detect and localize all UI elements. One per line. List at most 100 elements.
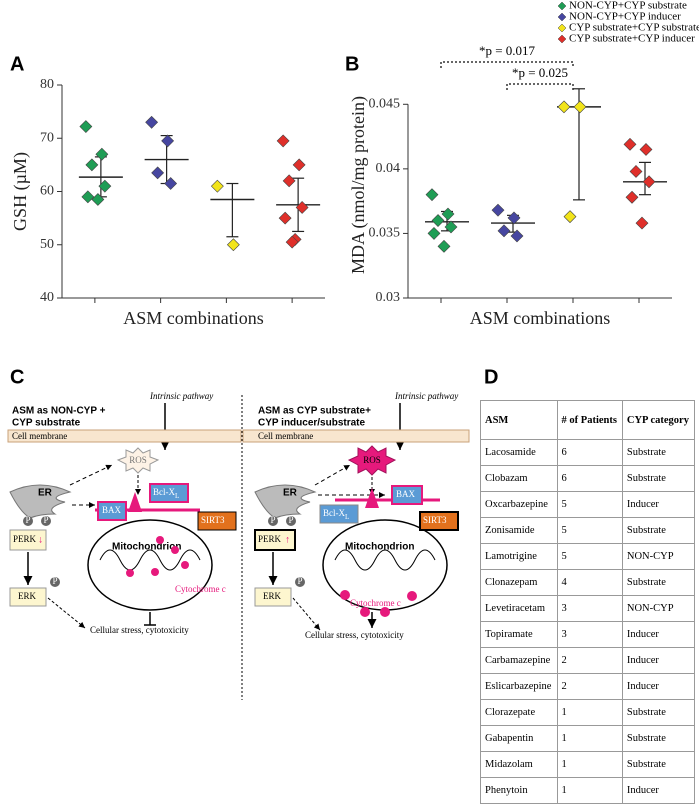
bracket [440, 61, 574, 68]
membrane-label: Cell membrane [12, 431, 67, 441]
arrow [47, 597, 86, 629]
point [285, 235, 299, 249]
cell: Clorazepate [480, 699, 558, 726]
cell: Oxcarbazepine [480, 491, 558, 518]
cell: Gabapentin [480, 725, 558, 752]
phospho-label: P [288, 515, 293, 525]
sirt-box [197, 511, 237, 531]
phospho [50, 577, 60, 587]
perk: PERK [258, 534, 282, 544]
phospho-label: P [270, 515, 275, 525]
y-tick-label: 50 [40, 237, 54, 252]
legend-swatch [557, 23, 567, 33]
row: Lacosamide 6 Substrate [480, 439, 696, 466]
title: ASM as CYP substrate+ [258, 406, 371, 417]
pathway: Intrinsic pathway [394, 391, 458, 401]
point [629, 165, 643, 178]
point [81, 190, 95, 204]
bax: BAX [396, 489, 416, 499]
legend-swatch [557, 12, 567, 22]
cell: 2 [556, 647, 623, 674]
erk: ERK [263, 591, 282, 601]
point [161, 134, 175, 148]
header-cell: CYP category [621, 400, 696, 440]
cell: 1 [556, 725, 623, 752]
erk: ERK [18, 591, 37, 601]
point [295, 201, 309, 214]
cell: Midazolam [480, 751, 558, 778]
arrow [69, 464, 113, 486]
perk-box [254, 529, 296, 551]
point [507, 211, 521, 225]
point [497, 224, 511, 238]
cell: Substrate [621, 439, 696, 466]
bax-box [97, 501, 127, 521]
cell: Substrate [621, 699, 696, 726]
cell: Substrate [621, 465, 696, 492]
ros: ROS [363, 455, 381, 465]
cell: NON-CYP [621, 543, 696, 570]
pore [128, 492, 142, 512]
row: Carbamazepine 2 Inducer [480, 647, 696, 674]
cell: Substrate [621, 569, 696, 596]
cell: Substrate [621, 751, 696, 778]
cell: Substrate [621, 517, 696, 544]
point [145, 115, 159, 129]
bcl: Bcl-XL [323, 508, 349, 521]
point [151, 166, 165, 180]
table: ASM # of Patients CYP category Lacosamide 6 S… [480, 400, 696, 804]
cell: 1 [556, 751, 623, 778]
figure: C ASM as NON-CYP + CYP substrate Intrins… [7, 0, 699, 700]
point [625, 190, 639, 204]
y-tick-label: 40 [40, 290, 54, 305]
bax-box [391, 485, 423, 505]
point [642, 175, 656, 189]
phospho [41, 516, 51, 526]
cell: Inducer [621, 673, 696, 700]
cytochrome: Cytochrome c [350, 598, 401, 608]
row: Topiramate 3 Inducer [480, 621, 696, 648]
point [510, 229, 524, 243]
y-tick-label: 70 [40, 130, 54, 145]
legend-label: NON-CYP+CYP inducer [569, 11, 681, 23]
legend-label: CYP substrate+CYP inducer [569, 33, 695, 45]
legend-label: NON-CYP+CYP substrate [569, 0, 687, 12]
point [623, 137, 637, 151]
row: Zonisamide 5 Substrate [480, 517, 696, 544]
cell: Eslicarbazepine [480, 673, 558, 700]
header-row: ASM # of Patients CYP category [480, 400, 696, 440]
point [226, 238, 240, 252]
point [639, 143, 653, 156]
up-arrow: ↑ [285, 534, 290, 545]
panel-label: D [484, 366, 498, 388]
erk-box [254, 587, 292, 607]
bcl-box [149, 483, 189, 503]
down-arrow: ↓ [38, 534, 43, 545]
cell: Inducer [621, 777, 696, 804]
point [85, 158, 99, 172]
cell: 4 [556, 569, 623, 596]
row: Clonazepam 4 Substrate [480, 569, 696, 596]
title: CYP substrate [12, 418, 81, 429]
legend-label: CYP substrate+CYP substrate [569, 22, 699, 34]
cell: Inducer [621, 647, 696, 674]
point [164, 177, 178, 190]
header-cell: ASM [480, 400, 558, 440]
header-cell: # of Patients [556, 400, 623, 440]
sirt: SIRT3 [423, 515, 447, 525]
ros-burst [347, 445, 397, 476]
point [573, 100, 587, 114]
membrane-label: Cell membrane [258, 431, 313, 441]
phospho-label: P [297, 576, 302, 586]
title: ASM as NON-CYP + [12, 406, 106, 417]
legend-swatch [557, 34, 567, 44]
point [441, 207, 455, 221]
cell: 2 [556, 673, 623, 700]
ros: ROS [129, 455, 147, 465]
point [425, 188, 439, 202]
cell: Clonazepam [480, 569, 558, 596]
point [95, 147, 109, 161]
point [282, 174, 296, 188]
pathway: Intrinsic pathway [149, 391, 213, 401]
point [563, 210, 577, 224]
